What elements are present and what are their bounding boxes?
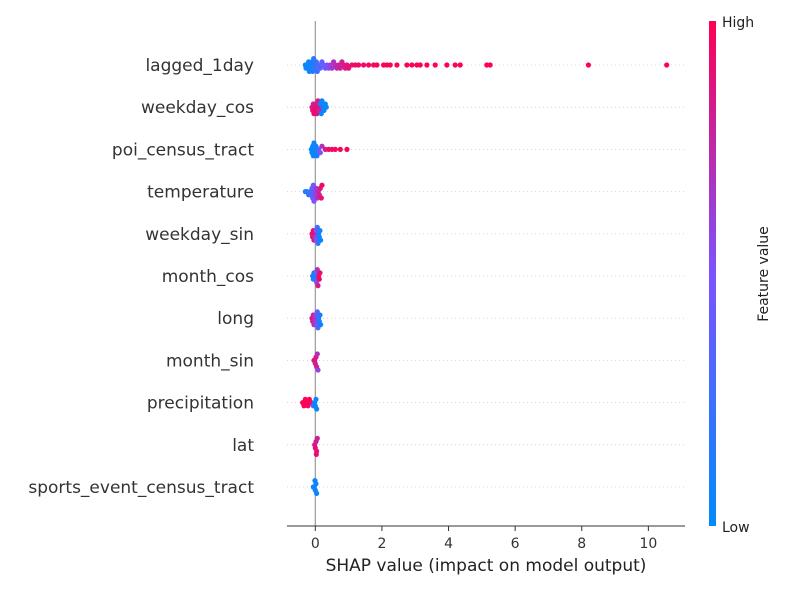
shap-point — [457, 62, 463, 68]
shap-point — [314, 435, 320, 441]
shap-point — [319, 182, 325, 188]
feature-label-poi-census-tract: poi_census_tract — [112, 140, 254, 160]
x-axis: 0 2 4 6 8 10 SHAP value (impact on model outp… — [287, 525, 685, 576]
shap-point — [314, 406, 320, 412]
colorbar-high-label: High — [722, 15, 754, 31]
shap-point — [424, 62, 430, 68]
shap-point — [311, 198, 317, 204]
colorbar-title: Feature value — [756, 226, 772, 322]
feature-label-lat: lat — [232, 436, 254, 456]
shap-point — [319, 98, 325, 104]
feature-label-month-sin: month_sin — [166, 351, 254, 371]
shap-point — [387, 62, 393, 68]
shap-point — [316, 276, 322, 282]
x-tick-label: 8 — [577, 536, 586, 552]
x-axis-title: SHAP value (impact on model output) — [326, 556, 647, 576]
shap-point — [313, 396, 319, 402]
shap-point — [318, 322, 324, 328]
shap-point — [314, 153, 320, 159]
x-ticks: 0 2 4 6 8 10 — [311, 526, 657, 552]
shap-point — [319, 143, 325, 149]
shap-point — [318, 237, 324, 243]
x-tick-label: 6 — [511, 536, 520, 552]
shap-point — [346, 65, 352, 71]
shap-point — [317, 150, 323, 156]
colorbar: High Low Feature value — [709, 15, 772, 536]
shap-point — [315, 283, 321, 289]
shap-point — [314, 351, 320, 357]
shap-point — [361, 62, 367, 68]
shap-point — [452, 62, 458, 68]
shap-point — [432, 62, 438, 68]
shap-point — [337, 65, 343, 71]
shap-point — [317, 312, 323, 318]
shap-point — [314, 490, 320, 496]
shap-point — [365, 62, 372, 68]
shap-point — [317, 270, 323, 276]
feature-label-lagged-1day: lagged_1day — [145, 56, 254, 76]
feature-labels: lagged_1day weekday_cos poi_census_tractte… — [28, 56, 254, 498]
feature-label-precipitation: precipitation — [147, 394, 254, 414]
points-layer — [300, 56, 670, 496]
shap-point — [313, 451, 319, 457]
shap-point — [344, 146, 350, 152]
shap-point — [417, 62, 423, 68]
feature-label-month-cos: month_cos — [162, 267, 254, 287]
shap-point — [356, 62, 362, 68]
shap-point — [444, 62, 450, 68]
shap-point — [329, 65, 335, 71]
shap-point — [315, 367, 321, 373]
shap-point — [337, 146, 343, 152]
shap-point — [323, 104, 329, 110]
x-tick-label: 2 — [377, 536, 386, 552]
x-tick-label: 4 — [444, 536, 453, 552]
shap-point — [317, 228, 323, 234]
shap-point — [487, 62, 493, 68]
shap-point — [317, 65, 323, 71]
x-tick-label: 0 — [311, 536, 320, 552]
shap-point — [664, 62, 670, 68]
feature-label-long: long — [217, 309, 254, 329]
feature-label-temperature: temperature — [147, 183, 254, 203]
shap-point — [305, 403, 311, 409]
shap-point — [409, 62, 415, 68]
x-tick-label: 10 — [639, 536, 657, 552]
colorbar-gradient — [709, 21, 716, 526]
feature-label-weekday-sin: weekday_sin — [145, 225, 254, 245]
row-guides — [287, 64, 685, 488]
feature-label-weekday-cos: weekday_cos — [141, 98, 254, 118]
shap-point — [332, 146, 338, 152]
shap-point — [585, 62, 592, 68]
colorbar-low-label: Low — [722, 520, 750, 536]
shap-point — [404, 62, 410, 68]
shap-point — [394, 62, 400, 68]
shap-point — [312, 478, 318, 484]
feature-label-sports-event-census-tract: sports_event_census_tract — [28, 478, 254, 498]
shap-point — [374, 62, 380, 68]
shap-point — [318, 195, 324, 201]
